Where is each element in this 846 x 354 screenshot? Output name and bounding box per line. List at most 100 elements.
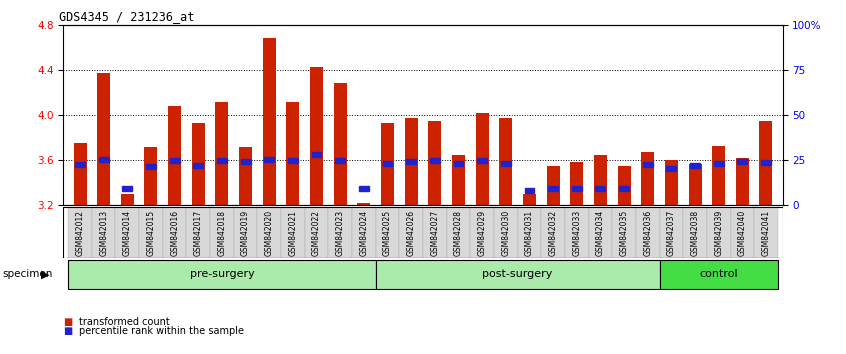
Bar [754, 207, 777, 258]
Bar [310, 67, 323, 205]
Bar [470, 207, 494, 258]
Bar [121, 194, 134, 205]
Text: GSM842022: GSM842022 [312, 210, 321, 256]
Bar [381, 123, 394, 205]
Text: specimen: specimen [3, 269, 53, 279]
Bar [760, 121, 772, 205]
Text: control: control [700, 269, 738, 279]
Bar [69, 260, 376, 289]
Bar [168, 106, 181, 205]
Text: GSM842041: GSM842041 [761, 210, 771, 256]
Text: GSM842030: GSM842030 [502, 210, 510, 256]
Text: GSM842029: GSM842029 [478, 210, 486, 256]
Bar [288, 158, 298, 163]
Text: GSM842021: GSM842021 [288, 210, 298, 256]
Bar [116, 207, 139, 258]
Bar [525, 188, 535, 193]
Bar [376, 260, 660, 289]
Bar [689, 164, 701, 205]
Bar [641, 152, 654, 205]
Bar [97, 73, 110, 205]
Text: GSM842036: GSM842036 [643, 210, 652, 256]
Bar [452, 155, 465, 205]
Text: GSM842028: GSM842028 [454, 210, 463, 256]
Text: GSM842018: GSM842018 [217, 210, 227, 256]
Bar [406, 159, 416, 164]
Bar [690, 163, 700, 168]
Bar [287, 102, 299, 205]
Bar [430, 158, 440, 163]
Text: GSM842013: GSM842013 [99, 210, 108, 256]
Bar [216, 102, 228, 205]
Text: GSM842020: GSM842020 [265, 210, 274, 256]
Bar [714, 161, 723, 166]
Bar [499, 119, 513, 205]
Bar [667, 166, 676, 171]
Text: GSM842014: GSM842014 [123, 210, 132, 256]
Bar [352, 207, 376, 258]
Text: ■: ■ [63, 317, 73, 327]
Bar [74, 143, 86, 205]
Bar [541, 207, 565, 258]
Bar [123, 186, 132, 191]
Bar [594, 155, 607, 205]
Text: GSM842035: GSM842035 [619, 210, 629, 256]
Bar [139, 207, 162, 258]
Bar [570, 162, 583, 205]
Bar [145, 147, 157, 205]
Bar [736, 158, 749, 205]
Bar [92, 207, 116, 258]
Bar [738, 159, 747, 164]
Text: GSM842019: GSM842019 [241, 210, 250, 256]
Bar [636, 207, 660, 258]
Bar [240, 159, 250, 164]
Bar [239, 147, 252, 205]
Bar [518, 207, 541, 258]
Bar [548, 186, 558, 191]
Text: GDS4345 / 231236_at: GDS4345 / 231236_at [59, 10, 195, 23]
Text: GSM842039: GSM842039 [714, 210, 723, 256]
Bar [263, 38, 276, 205]
Bar [423, 207, 447, 258]
Bar [660, 207, 684, 258]
Bar [192, 123, 205, 205]
Bar [572, 186, 582, 191]
Bar [170, 158, 179, 163]
Bar [162, 207, 186, 258]
Text: GSM842032: GSM842032 [548, 210, 558, 256]
Bar [501, 161, 511, 166]
Bar [643, 162, 652, 167]
Bar [311, 152, 321, 157]
Bar [596, 186, 606, 191]
Bar [477, 158, 487, 163]
Text: ■: ■ [63, 326, 73, 336]
Bar [428, 121, 442, 205]
Bar [399, 207, 423, 258]
Bar [305, 207, 328, 258]
Bar [210, 207, 233, 258]
Text: GSM842040: GSM842040 [738, 210, 747, 256]
Text: GSM842026: GSM842026 [407, 210, 415, 256]
Bar [233, 207, 257, 258]
Text: GSM842017: GSM842017 [194, 210, 203, 256]
Bar [761, 160, 771, 165]
Bar [376, 207, 399, 258]
Bar [665, 160, 678, 205]
Bar [707, 207, 730, 258]
Text: GSM842024: GSM842024 [360, 210, 368, 256]
Bar [475, 113, 489, 205]
Bar [328, 207, 352, 258]
Bar [589, 207, 613, 258]
Bar [660, 260, 777, 289]
Bar [75, 162, 85, 167]
Bar [494, 207, 518, 258]
Text: transformed count: transformed count [79, 317, 169, 327]
Text: GSM842033: GSM842033 [572, 210, 581, 256]
Bar [335, 158, 345, 163]
Text: GSM842034: GSM842034 [596, 210, 605, 256]
Bar [264, 156, 274, 161]
Bar [194, 163, 203, 168]
Bar [618, 166, 630, 205]
Text: GSM842031: GSM842031 [525, 210, 534, 256]
Text: GSM842037: GSM842037 [667, 210, 676, 256]
